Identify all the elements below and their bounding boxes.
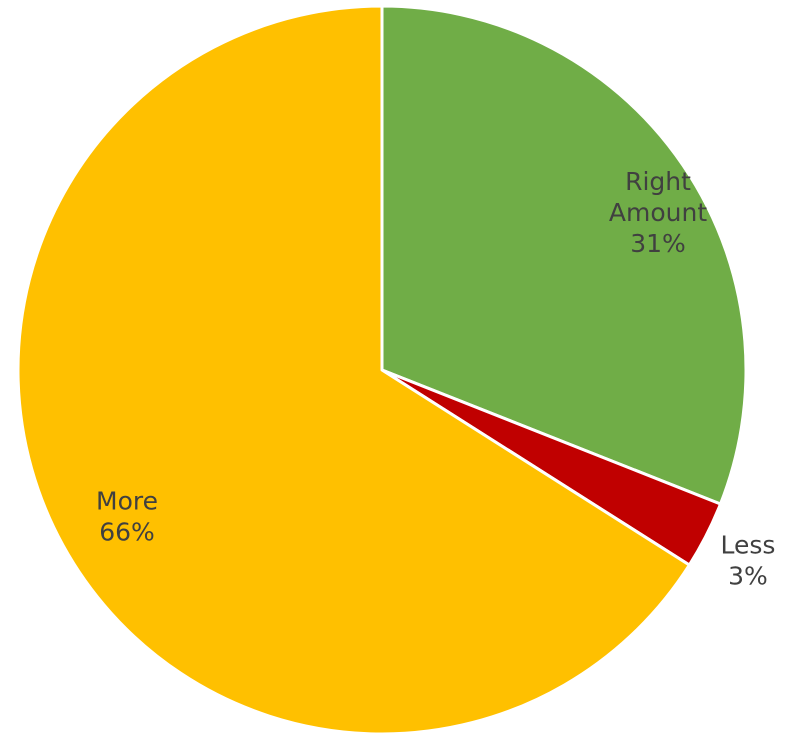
pie-label-less: Less 3% [721,531,776,591]
pie-label-name-line: Less [721,531,776,560]
pie-labels: Right Amount 31% Less 3% More 66% [96,167,775,591]
pie-label-more: More 66% [96,487,158,547]
pie-slices [16,4,748,736]
pie-label-percent: 66% [99,518,155,547]
pie-slice-more [16,4,691,736]
pie-label-name-line: More [96,487,158,516]
pie-label-percent: 3% [728,562,768,591]
pie-slice-right-amount [380,4,748,506]
pie-label-name-line: Amount [609,198,707,227]
pie-label-percent: 31% [630,229,686,258]
pie-label-name-line: Right [625,167,691,196]
pie-label-right-amount: Right Amount 31% [609,167,707,258]
